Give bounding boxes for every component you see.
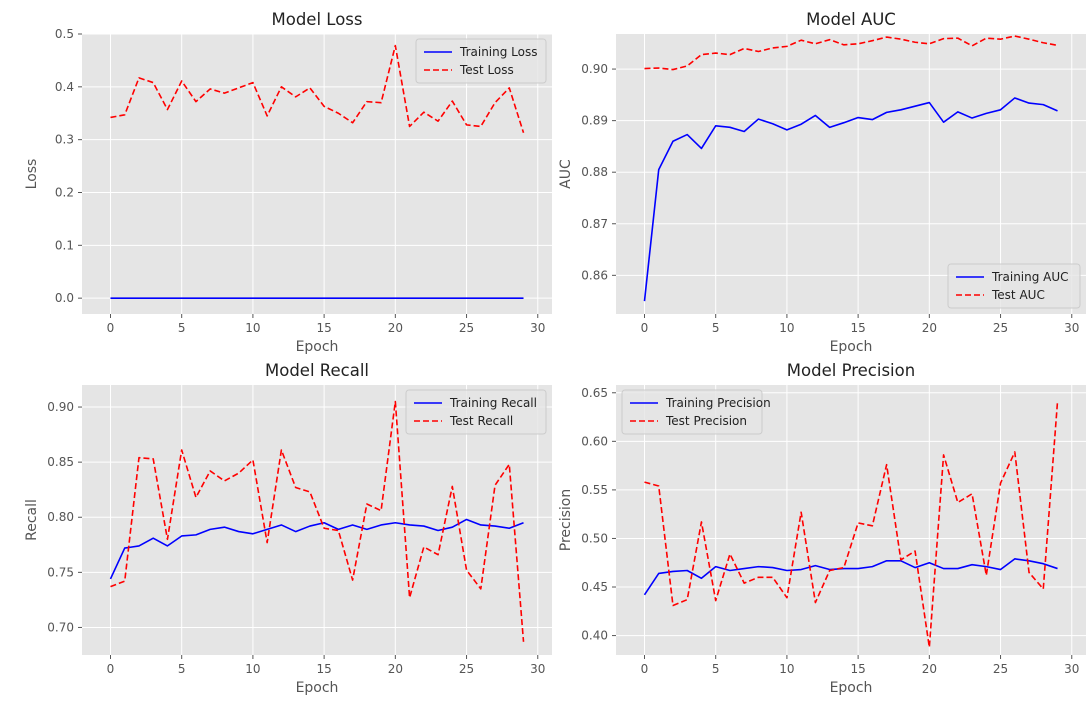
legend: Training AUC Test AUC [947, 263, 1081, 309]
y-tick-label: 0.86 [581, 268, 608, 282]
y-tick-label: 0.0 [55, 291, 74, 305]
y-tick-label: 0.60 [581, 434, 608, 448]
y-tick-label: 0.2 [55, 185, 74, 199]
x-tick-label: 20 [388, 321, 403, 335]
x-tick-label: 5 [178, 321, 186, 335]
y-tick-label: 0.5 [55, 27, 74, 41]
y-tick-label: 0.4 [55, 80, 74, 94]
y-axis-label: Recall [24, 499, 40, 541]
series-line-training-precision [643, 558, 1058, 596]
y-tick-label: 0.50 [581, 531, 608, 545]
series-line-test-recall [110, 400, 525, 642]
y-tick-label: 0.89 [581, 114, 608, 128]
legend: Training Loss Test Loss [415, 38, 547, 84]
y-tick-label: 0.45 [581, 580, 608, 594]
x-axis-label: Epoch [830, 680, 873, 696]
x-tick-label: 10 [245, 662, 260, 676]
y-tick-label: 0.55 [581, 483, 608, 497]
x-tick-label: 25 [459, 321, 474, 335]
x-axis-label: Epoch [296, 339, 339, 355]
y-tick-label: 0.3 [55, 133, 74, 147]
y-axis-label: AUC [558, 159, 574, 189]
legend: Training Precision Test Precision [621, 389, 771, 435]
series-line-training-auc [643, 97, 1058, 302]
legend-frame [621, 389, 763, 435]
series-line-test-loss [110, 44, 525, 134]
chart-title: Model Loss [272, 10, 363, 29]
y-tick-label: 0.85 [47, 455, 74, 469]
chart-title: Model Precision [787, 361, 915, 380]
y-tick-label: 0.70 [47, 620, 74, 634]
legend-label: Test Recall [449, 414, 513, 428]
y-tick-label: 0.90 [581, 62, 608, 76]
x-tick-label: 5 [712, 321, 720, 335]
chart-title: Model Recall [265, 361, 369, 380]
x-tick-label: 25 [993, 321, 1008, 335]
x-tick-label: 5 [712, 662, 720, 676]
series-line-training-recall [109, 518, 524, 580]
x-tick-label: 15 [316, 321, 331, 335]
x-tick-label: 20 [922, 662, 937, 676]
y-tick-label: 0.40 [581, 629, 608, 643]
chart-title: Model AUC [806, 10, 896, 29]
legend-label: Training AUC [991, 270, 1069, 284]
legend-frame [947, 263, 1081, 309]
x-tick-label: 10 [245, 321, 260, 335]
chart-panel-2: 0 5 10 15 20 25 30 0.86 0.87 0.88 0.89 0.90 Model AU… [558, 10, 1086, 355]
x-tick-label: 25 [993, 662, 1008, 676]
chart-panel-3: 0 5 10 15 20 25 30 0.70 0.75 0.80 0.85 0.90 Model Re… [24, 361, 552, 696]
x-axis-label: Epoch [830, 339, 873, 355]
y-axis-label: Loss [24, 159, 40, 190]
x-tick-label: 30 [530, 662, 545, 676]
x-tick-label: 15 [316, 662, 331, 676]
x-tick-label: 0 [107, 662, 115, 676]
legend-label: Training Precision [665, 396, 771, 410]
legend-label: Test Precision [665, 414, 747, 428]
chart-panel-4: 0 5 10 15 20 25 30 0.40 0.45 0.50 0.55 0.60 0.65 Mode… [558, 361, 1086, 696]
x-tick-label: 0 [641, 321, 649, 335]
chart-panel-1: 0 5 10 15 20 25 30 0.0 0.1 0.2 0.3 0.4 0.5 Model Loss… [24, 10, 552, 355]
x-tick-label: 20 [922, 321, 937, 335]
x-tick-label: 10 [779, 321, 794, 335]
series-line-test-precision [644, 401, 1059, 649]
legend-label: Training Recall [449, 396, 537, 410]
x-tick-label: 30 [1064, 321, 1079, 335]
y-tick-label: 0.1 [55, 238, 74, 252]
x-tick-label: 0 [641, 662, 649, 676]
y-tick-label: 0.90 [47, 400, 74, 414]
legend-frame [415, 38, 547, 84]
x-tick-label: 15 [850, 321, 865, 335]
legend: Training Recall Test Recall [405, 389, 547, 435]
y-tick-label: 0.65 [581, 386, 608, 400]
series-line-test-auc [644, 35, 1058, 71]
x-axis-label: Epoch [296, 680, 339, 696]
x-tick-label: 30 [1064, 662, 1079, 676]
y-tick-label: 0.88 [581, 165, 608, 179]
y-tick-label: 0.87 [581, 217, 608, 231]
x-tick-label: 30 [530, 321, 545, 335]
legend-label: Test AUC [991, 288, 1045, 302]
x-tick-label: 25 [459, 662, 474, 676]
x-tick-label: 0 [107, 321, 115, 335]
x-tick-label: 10 [779, 662, 794, 676]
y-tick-label: 0.75 [47, 565, 74, 579]
legend-label: Test Loss [459, 63, 514, 77]
x-tick-label: 20 [388, 662, 403, 676]
x-tick-label: 5 [178, 662, 186, 676]
y-axis-label: Precision [558, 489, 574, 551]
legend-label: Training Loss [459, 45, 537, 59]
legend-frame [405, 389, 547, 435]
x-tick-label: 15 [850, 662, 865, 676]
y-tick-label: 0.80 [47, 510, 74, 524]
